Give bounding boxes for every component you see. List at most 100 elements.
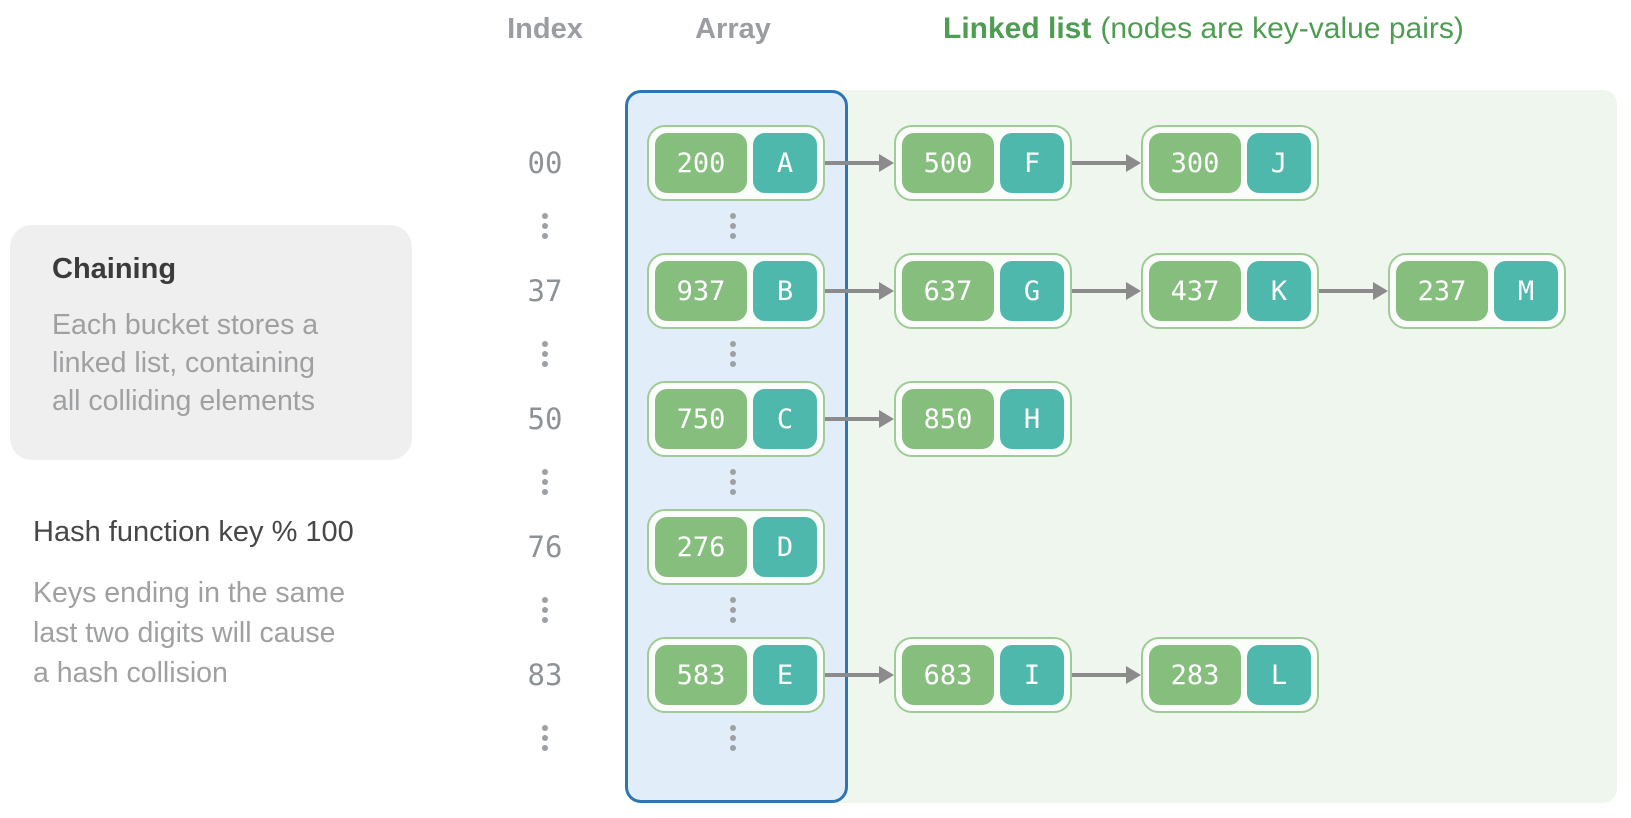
kv-node: 437 K	[1141, 253, 1319, 329]
bucket-row: 00 200 A 500 F 300 J	[0, 125, 1631, 201]
node-value: G	[1000, 261, 1064, 321]
next-pointer-arrow	[1072, 282, 1141, 300]
ellipsis-row	[0, 725, 1631, 753]
kv-node: 300 J	[1141, 125, 1319, 201]
kv-node: 583 E	[647, 637, 825, 713]
node-key: 437	[1149, 261, 1241, 321]
linked-list-header-title: Linked list	[943, 12, 1092, 45]
array-ellipsis-icon	[658, 725, 808, 751]
node-value: C	[753, 389, 817, 449]
node-value: B	[753, 261, 817, 321]
array-ellipsis-icon	[658, 597, 808, 623]
node-key: 583	[655, 645, 747, 705]
array-ellipsis-icon	[658, 341, 808, 367]
index-ellipsis-icon	[470, 469, 620, 495]
arrow-head-icon	[879, 666, 894, 684]
bucket-row: 37 937 B 637 G 437 K 237 M	[0, 253, 1631, 329]
arrow-head-icon	[879, 282, 894, 300]
node-key: 850	[902, 389, 994, 449]
kv-node: 683 I	[894, 637, 1072, 713]
ellipsis-row	[0, 341, 1631, 369]
ellipsis-row	[0, 597, 1631, 625]
arrow-head-icon	[1126, 666, 1141, 684]
node-key: 637	[902, 261, 994, 321]
arrow-line	[1072, 673, 1126, 677]
hash-function-label: Hash function key % 100	[33, 516, 354, 548]
arrow-line	[825, 289, 879, 293]
bucket-index-label: 83	[527, 658, 563, 692]
array-ellipsis-icon	[658, 469, 808, 495]
node-value: J	[1247, 133, 1311, 193]
node-key: 237	[1396, 261, 1488, 321]
arrow-head-icon	[1126, 154, 1141, 172]
node-key: 283	[1149, 645, 1241, 705]
index-column-header: Index	[507, 13, 583, 45]
bucket-chain: 750 C 850 H	[647, 381, 1072, 457]
kv-node: 237 M	[1388, 253, 1566, 329]
bucket-row: 83 583 E 683 I 283 L	[0, 637, 1631, 713]
bucket-chain: 937 B 637 G 437 K 237 M	[647, 253, 1566, 329]
arrow-line	[825, 161, 879, 165]
node-key: 276	[655, 517, 747, 577]
next-pointer-arrow	[825, 282, 894, 300]
node-value: L	[1247, 645, 1311, 705]
node-value: I	[1000, 645, 1064, 705]
arrow-line	[1319, 289, 1373, 293]
node-value: A	[753, 133, 817, 193]
node-value: E	[753, 645, 817, 705]
arrow-line	[1072, 289, 1126, 293]
arrow-line	[1072, 161, 1126, 165]
node-key: 937	[655, 261, 747, 321]
node-key: 683	[902, 645, 994, 705]
next-pointer-arrow	[1072, 154, 1141, 172]
next-pointer-arrow	[825, 666, 894, 684]
arrow-line	[825, 673, 879, 677]
next-pointer-arrow	[1319, 282, 1388, 300]
bucket-row: 76 276 D	[0, 509, 1631, 585]
node-value: K	[1247, 261, 1311, 321]
kv-node: 937 B	[647, 253, 825, 329]
chaining-title: Chaining	[52, 253, 177, 285]
arrow-head-icon	[1126, 282, 1141, 300]
bucket-row: 50 750 C 850 H	[0, 381, 1631, 457]
chaining-description: Each bucket stores a linked list, contai…	[52, 309, 319, 417]
bucket-chain: 200 A 500 F 300 J	[647, 125, 1319, 201]
node-value: M	[1494, 261, 1558, 321]
kv-node: 750 C	[647, 381, 825, 457]
hash-function-note: Hash function key % 100 Keys ending in t…	[33, 516, 453, 693]
linked-list-header-note: (nodes are key-value pairs)	[1100, 12, 1464, 45]
arrow-line	[825, 417, 879, 421]
chaining-card: Chaining Each bucket stores a linked lis…	[10, 225, 412, 460]
kv-node: 500 F	[894, 125, 1072, 201]
index-ellipsis-icon	[470, 213, 620, 239]
bucket-chain: 583 E 683 I 283 L	[647, 637, 1319, 713]
ellipsis-row	[0, 213, 1631, 241]
index-ellipsis-icon	[470, 725, 620, 751]
node-value: D	[753, 517, 817, 577]
bucket-index-label: 50	[527, 402, 563, 436]
arrow-head-icon	[1373, 282, 1388, 300]
node-key: 500	[902, 133, 994, 193]
kv-node: 200 A	[647, 125, 825, 201]
ellipsis-row	[0, 469, 1631, 497]
node-value: F	[1000, 133, 1064, 193]
arrow-head-icon	[879, 410, 894, 428]
array-ellipsis-icon	[658, 213, 808, 239]
index-ellipsis-icon	[470, 597, 620, 623]
index-ellipsis-icon	[470, 341, 620, 367]
next-pointer-arrow	[1072, 666, 1141, 684]
arrow-head-icon	[879, 154, 894, 172]
array-column-header: Array	[695, 13, 771, 45]
node-value: H	[1000, 389, 1064, 449]
node-key: 750	[655, 389, 747, 449]
bucket-index-label: 00	[527, 146, 563, 180]
bucket-index-label: 37	[527, 274, 563, 308]
kv-node: 850 H	[894, 381, 1072, 457]
bucket-index-label: 76	[527, 530, 563, 564]
kv-node: 283 L	[1141, 637, 1319, 713]
next-pointer-arrow	[825, 154, 894, 172]
next-pointer-arrow	[825, 410, 894, 428]
node-key: 300	[1149, 133, 1241, 193]
kv-node: 637 G	[894, 253, 1072, 329]
